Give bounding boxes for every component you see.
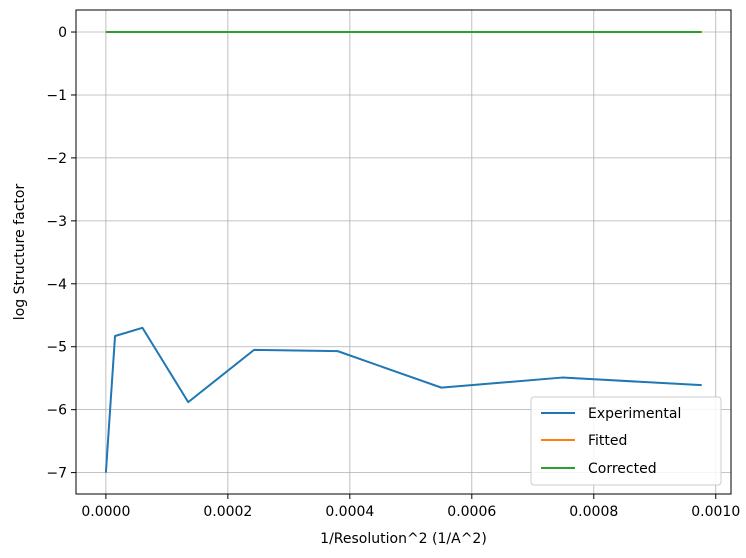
y-tick-label: −2 bbox=[46, 151, 67, 167]
y-tick-label: −6 bbox=[46, 403, 67, 419]
x-axis-label: 1/Resolution^2 (1/A^2) bbox=[320, 531, 487, 547]
y-tick-label: −4 bbox=[46, 277, 67, 293]
x-tick-label: 0.0006 bbox=[447, 504, 496, 520]
x-tick-label: 0.0010 bbox=[691, 504, 740, 520]
y-tick-label: 0 bbox=[58, 25, 67, 41]
series-layer bbox=[104, 31, 702, 473]
y-tick-label: −7 bbox=[46, 466, 67, 482]
y-axis-label: log Structure factor bbox=[12, 184, 28, 321]
grid bbox=[76, 10, 731, 494]
x-tick-label: 0.0008 bbox=[569, 504, 618, 520]
ticks: 0.0000 0.0002 0.0004 0.0006 0.0008 0.0010 0 −1 −… bbox=[46, 25, 740, 520]
legend-label-corrected: Corrected bbox=[588, 461, 657, 477]
legend-label-fitted: Fitted bbox=[588, 433, 627, 449]
x-tick-label: 0.0004 bbox=[325, 504, 374, 520]
plot-frame bbox=[75, 9, 732, 495]
legend-label-experimental: Experimental bbox=[588, 406, 681, 422]
legend-frame bbox=[530, 396, 722, 486]
x-tick-label: 0.0000 bbox=[81, 504, 130, 520]
y-tick-label: −1 bbox=[46, 88, 67, 104]
y-tick-label: −3 bbox=[46, 214, 67, 230]
series-line-experimental bbox=[104, 326, 702, 473]
y-tick-label: −5 bbox=[46, 340, 67, 356]
x-tick-label: 0.0002 bbox=[203, 504, 252, 520]
legend: Experimental Fitted Corrected bbox=[530, 396, 722, 486]
